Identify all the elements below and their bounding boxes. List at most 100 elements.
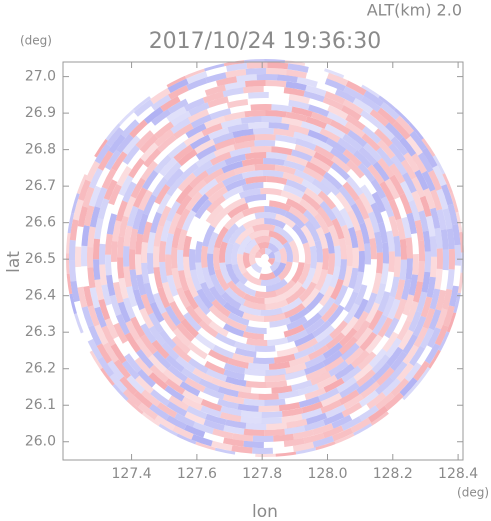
echo-cell	[210, 208, 229, 229]
echo-cell	[399, 193, 413, 215]
echo-cell	[303, 432, 325, 444]
echo-cell	[115, 200, 128, 222]
echo-cell	[245, 67, 267, 75]
echo-cell	[203, 387, 225, 400]
echo-cell	[198, 378, 220, 392]
echo-cell	[227, 123, 249, 133]
echo-cell	[142, 221, 153, 243]
echo-cell	[243, 398, 265, 406]
echo-cell	[254, 140, 276, 147]
echo-cell	[81, 225, 90, 247]
echo-cell	[244, 109, 266, 118]
echo-cell	[272, 262, 287, 278]
echo-cell	[382, 295, 396, 317]
echo-cell	[340, 342, 360, 361]
echo-cell	[162, 281, 175, 304]
echo-cell	[353, 320, 371, 341]
echo-cell	[345, 176, 364, 197]
echo-cell	[314, 269, 328, 291]
echo-cell	[379, 181, 395, 202]
echo-cell	[389, 361, 408, 381]
y-tick-label: 26.8	[25, 142, 56, 158]
echo-cell	[98, 243, 106, 265]
echo-cell	[213, 144, 235, 158]
echo-cell	[369, 109, 390, 127]
echo-cell	[288, 206, 310, 225]
echo-cell	[273, 433, 294, 442]
echo-cell	[87, 226, 96, 248]
echo-cell	[411, 153, 427, 174]
echo-cell	[243, 59, 265, 64]
echo-cell	[167, 141, 188, 159]
echo-cell	[375, 376, 394, 395]
echo-cell	[94, 306, 107, 328]
echo-cell	[435, 308, 448, 330]
echo-cell	[286, 69, 307, 79]
echo-cell	[214, 268, 230, 291]
echo-cell	[315, 227, 329, 249]
echo-cell	[283, 184, 305, 199]
echo-cell	[360, 184, 376, 206]
echo-cell	[247, 362, 270, 370]
echo-cell	[429, 256, 438, 278]
echo-cell	[436, 248, 444, 269]
echo-cell	[382, 331, 399, 353]
echo-cell	[93, 259, 101, 280]
echo-cell	[231, 242, 241, 266]
echo-cell	[207, 96, 229, 108]
echo-cell	[97, 198, 110, 220]
echo-cell	[353, 363, 373, 382]
echo-cell	[171, 335, 191, 355]
echo-cell	[357, 162, 376, 183]
echo-cell	[150, 87, 171, 105]
echo-cell	[320, 177, 340, 196]
echo-cell	[356, 369, 376, 387]
echo-cell	[269, 260, 281, 273]
echo-cell	[222, 185, 244, 200]
echo-cell	[393, 235, 401, 257]
echo-cell	[384, 178, 400, 200]
echo-cell	[271, 104, 293, 113]
echo-cell	[232, 353, 254, 364]
echo-cell	[263, 312, 286, 323]
echo-cell	[161, 311, 178, 332]
echo-cell	[342, 149, 362, 167]
echo-cell	[200, 399, 222, 412]
echo-cell	[117, 236, 125, 258]
echo-cell	[269, 200, 292, 212]
echo-cell	[229, 147, 251, 158]
echo-cell	[129, 269, 139, 291]
echo-cell	[243, 428, 265, 436]
echo-cell	[140, 334, 158, 355]
echo-cell	[223, 437, 244, 447]
echo-cell	[165, 233, 174, 255]
echo-cell	[190, 114, 212, 129]
echo-cell	[177, 229, 188, 251]
echo-cell	[280, 190, 303, 204]
echo-cell	[402, 334, 418, 355]
echo-cell	[334, 363, 355, 380]
echo-cell	[220, 412, 242, 423]
echo-cell	[243, 238, 258, 254]
echo-cell	[148, 312, 164, 334]
echo-cell	[399, 136, 417, 157]
echo-cell	[242, 270, 262, 286]
echo-cell	[142, 194, 157, 216]
echo-cell	[326, 111, 348, 127]
echo-cell	[334, 88, 356, 104]
echo-cell	[264, 217, 286, 229]
echo-cell	[191, 193, 209, 214]
echo-cell	[193, 306, 213, 326]
echo-cell	[338, 185, 356, 207]
echo-cell	[152, 350, 172, 370]
echo-cell	[318, 387, 340, 402]
echo-cell	[105, 233, 113, 255]
echo-cell	[237, 391, 259, 400]
echo-cell	[83, 285, 94, 307]
echo-cell	[374, 283, 387, 305]
y-tick-label: 26.2	[25, 361, 56, 377]
echo-cell	[254, 290, 278, 298]
echo-cell	[164, 378, 186, 395]
echo-cell	[111, 220, 122, 242]
echo-cell	[277, 261, 293, 281]
